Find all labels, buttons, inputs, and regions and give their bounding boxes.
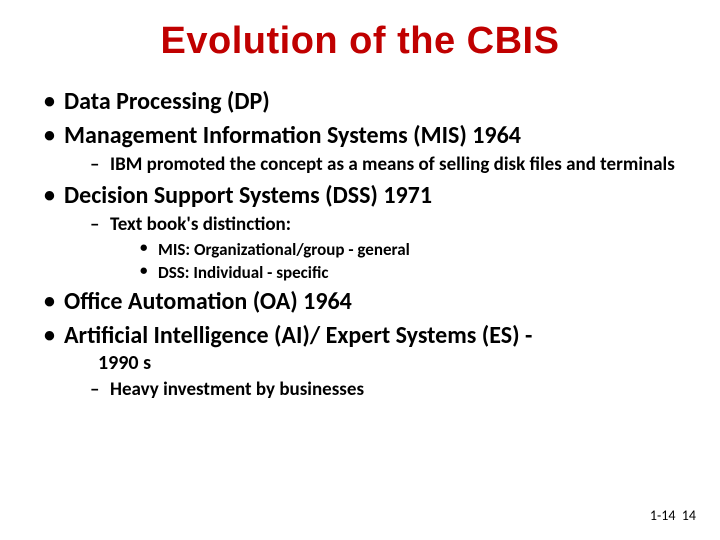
bullet-mis-sub: IBM promoted the concept as a means of s… xyxy=(90,153,690,177)
bullet-dp: Data Processing (DP) xyxy=(42,87,690,117)
footer-left: 1-14 xyxy=(650,507,676,524)
bullet-ai-text: Artificial Intelligence (AI)/ Expert Sys… xyxy=(64,321,532,350)
slide-title: Evolution of the CBIS xyxy=(30,20,690,63)
footer-right: 14 xyxy=(682,507,696,524)
slide-footer: 1-14 14 xyxy=(650,507,696,524)
bullet-list: Data Processing (DP) Management Informat… xyxy=(30,87,690,402)
bullet-dss-sub-text: Text book's distinction: xyxy=(110,213,291,236)
bullet-ai: Artificial Intelligence (AI)/ Expert Sys… xyxy=(42,321,690,402)
bullet-oa: Office Automation (OA) 1964 xyxy=(42,287,690,317)
bullet-ai-sub: Heavy investment by businesses xyxy=(90,378,690,402)
bullet-mis: Management Information Systems (MIS) 196… xyxy=(42,121,690,177)
bullet-dss-sub2a: MIS: Organizational/group - general xyxy=(140,239,690,260)
bullet-ai-year: 1990 s xyxy=(64,351,690,376)
slide: Evolution of the CBIS Data Processing (D… xyxy=(0,0,720,540)
bullet-dss-text: Decision Support Systems (DSS) 1971 xyxy=(64,181,432,210)
bullet-mis-text: Management Information Systems (MIS) 196… xyxy=(64,121,521,150)
bullet-dss-sub2b: DSS: Individual - specific xyxy=(140,262,690,283)
bullet-dss: Decision Support Systems (DSS) 1971 Text… xyxy=(42,181,690,283)
bullet-dss-sub: Text book's distinction: MIS: Organizati… xyxy=(90,213,690,283)
